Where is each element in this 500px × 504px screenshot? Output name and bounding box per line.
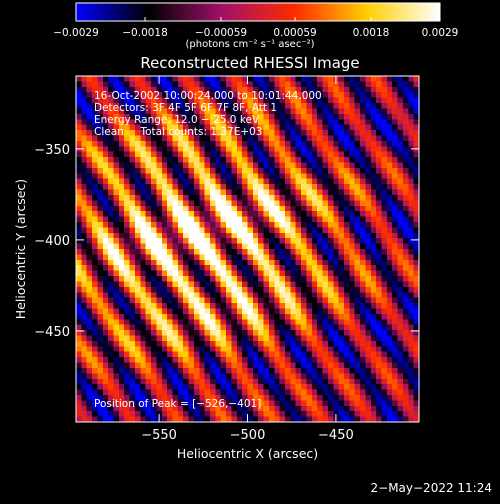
colorbar — [75, 2, 441, 22]
y-tick-label: −400 — [34, 234, 70, 249]
x-tick-label: −500 — [230, 428, 266, 443]
colorbar-tick-label: −0.0018 — [122, 27, 168, 39]
annotation-time-range: 16-Oct-2002 10:00:24.000 to 10:01:44.000 — [94, 90, 322, 102]
annotation-total-counts: Clean Total counts: 1.37E+03 — [94, 126, 263, 138]
colorbar-tick-label: −0.0029 — [53, 27, 99, 39]
x-tick-label: −550 — [141, 428, 177, 443]
annotation-energy-range: Energy Range: 12.0 − 25.0 keV — [94, 114, 260, 126]
colorbar-tick-label: 0.00059 — [273, 27, 316, 39]
colorbar-tick-label: −0.00059 — [195, 27, 247, 39]
colorbar-tick-label: 0.0029 — [422, 27, 459, 39]
footer-date-stamp: 2−May−2022 11:24 — [370, 481, 493, 495]
chart-title: Reconstructed RHESSI Image — [140, 54, 359, 72]
annotation-detectors: Detectors: 3F 4F 5F 6F 7F 8F, Att 1 — [94, 102, 278, 114]
y-tick-label: −350 — [34, 143, 70, 158]
annotation-peak-position: Position of Peak = [−526,−401] — [94, 398, 262, 410]
colorbar-units-label: (photons cm⁻² s⁻¹ asec⁻²) — [185, 39, 315, 50]
y-axis-label: Heliocentric Y (arcsec) — [13, 179, 28, 319]
y-tick-label: −450 — [34, 325, 70, 340]
x-tick-label: −450 — [318, 428, 354, 443]
heatmap-image — [76, 76, 419, 422]
x-axis-label: Heliocentric X (arcsec) — [177, 446, 318, 461]
colorbar-tick-label: 0.0018 — [353, 27, 390, 39]
